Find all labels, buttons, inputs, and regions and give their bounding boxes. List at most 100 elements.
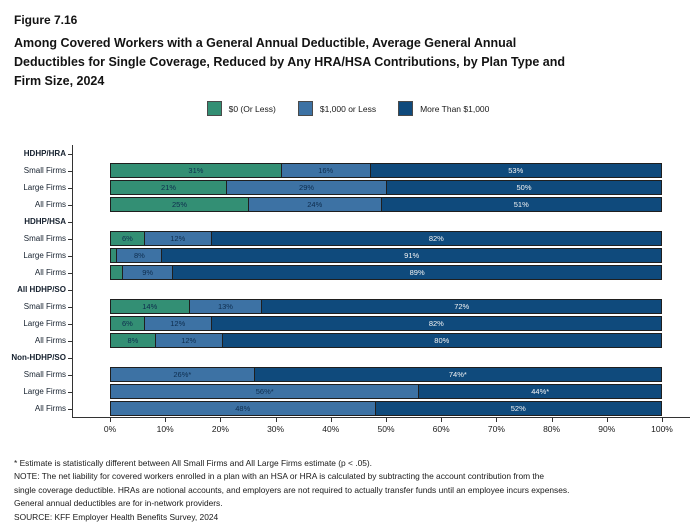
y-tick <box>68 196 72 213</box>
bar-segment: 8% <box>111 334 155 347</box>
bar-value-label: 51% <box>513 200 529 209</box>
legend-swatch <box>206 101 222 116</box>
y-tick-mark <box>68 340 72 342</box>
bar-segment: 31% <box>111 164 281 177</box>
group-label: Non-HDHP/SO <box>11 353 66 362</box>
footnotes: * Estimate is statistically different be… <box>0 436 698 524</box>
bar-value-label: 21% <box>161 183 177 192</box>
group-label: All HDHP/SO <box>17 285 66 294</box>
bar-segment: 72% <box>261 300 661 313</box>
stacked-bar: 6% 12% 82% <box>110 231 662 246</box>
row-label: Large Firms <box>23 251 66 260</box>
legend-label: $0 (Or Less) <box>228 103 276 114</box>
plot-cell: 6% 12% 82% <box>72 315 698 332</box>
y-tick <box>68 366 72 383</box>
legend: $0 (Or Less) $1,000 or Less More Than $1,0… <box>14 100 682 117</box>
x-tick-mark <box>441 418 443 422</box>
bar-value-label: 29% <box>299 183 315 192</box>
x-tick-label: 40% <box>322 424 340 434</box>
bar-value-label: 6% <box>122 319 133 328</box>
y-tick-mark <box>68 323 72 325</box>
bar-value-label: 25% <box>171 200 187 209</box>
chart-header: Figure 7.16 Among Covered Workers with a… <box>0 0 698 117</box>
y-tick-mark <box>68 272 72 274</box>
bar-value-label: 26%* <box>173 370 192 379</box>
x-tick-mark <box>110 418 111 422</box>
y-tick-mark <box>68 255 72 257</box>
bar-segment: 6% <box>111 232 144 245</box>
row-label: Small Firms <box>23 234 66 243</box>
row-label: Small Firms <box>23 370 66 379</box>
bar-segment: 24% <box>248 198 381 211</box>
stacked-bar: 56%* 44%* <box>110 384 662 399</box>
chart-title-line: Among Covered Workers with a General Ann… <box>14 36 517 50</box>
bar-segment: 82% <box>210 317 661 330</box>
bar-segment: 6% <box>111 317 144 330</box>
row-label: Large Firms <box>23 387 66 396</box>
bar-row: Small Firms 14% 13% 72% <box>0 298 698 315</box>
y-tick-mark <box>68 357 72 359</box>
bar-value-label: 6% <box>122 234 133 243</box>
bar-value-label: 50% <box>516 183 532 192</box>
x-tick-label: 30% <box>267 424 285 434</box>
bar-segment: 16% <box>280 164 370 177</box>
group-header-row: Non-HDHP/SO <box>0 349 698 366</box>
x-tick-label: 20% <box>211 424 229 434</box>
y-tick-mark <box>68 170 72 172</box>
bar-value-label: 44%* <box>531 387 550 396</box>
bar-segment: 80% <box>221 334 662 347</box>
bar-value-label: 82% <box>428 319 444 328</box>
bar-value-label: 9% <box>142 268 154 277</box>
bar-value-label: 89% <box>409 268 425 277</box>
stacked-bar: 8% 12% 80% <box>110 333 662 348</box>
y-tick <box>68 349 72 366</box>
y-axis-line <box>72 145 73 417</box>
chart-title-line: Deductibles for Single Coverage, Reduced… <box>14 55 566 69</box>
plot-cell <box>72 281 698 298</box>
y-tick <box>68 298 72 315</box>
bar-value-label: 48% <box>235 404 251 413</box>
y-tick <box>68 179 72 196</box>
bar-segment: 21% <box>111 181 227 194</box>
x-tick-label: 50% <box>377 424 395 434</box>
bar-value-label: 13% <box>217 302 233 311</box>
bar-segment: 12% <box>143 232 211 245</box>
bar-segment: 12% <box>154 334 222 347</box>
y-tick-mark <box>68 221 72 223</box>
plot-cell: 9% 89% <box>72 264 698 281</box>
plot-cell: 8% 91% <box>72 247 698 264</box>
plot-cell: 25% 24% 51% <box>72 196 698 213</box>
plot-cell: 8% 12% 80% <box>72 332 698 349</box>
x-axis: 0% 10% 20% 30% 40% 50% 60% 70% 80% 90% 100% <box>72 417 690 436</box>
y-tick-mark <box>68 391 72 393</box>
x-tick-label: 90% <box>598 424 616 434</box>
chart: HDHP/HRA Small Firms 31% 16% 53% Large Firms 2… <box>0 145 698 436</box>
y-tick-mark <box>68 238 72 240</box>
x-tick-mark <box>551 418 553 422</box>
y-tick <box>68 281 72 298</box>
y-tick <box>68 332 72 349</box>
y-tick <box>68 400 72 417</box>
bar-segment: 56%* <box>111 385 419 398</box>
group-header-row: HDHP/HSA <box>0 213 698 230</box>
plot-area: HDHP/HRA Small Firms 31% 16% 53% Large Firms 2… <box>0 145 698 417</box>
x-tick-label: 10% <box>156 424 174 434</box>
x-tick-label: 70% <box>487 424 505 434</box>
y-tick <box>68 315 72 332</box>
bar-segment <box>111 249 117 262</box>
bar-row: All Firms 25% 24% 51% <box>0 196 698 213</box>
stacked-bar: 31% 16% 53% <box>110 163 662 178</box>
y-tick <box>68 213 72 230</box>
footnote-line: SOURCE: KFF Employer Health Benefits Sur… <box>14 511 219 522</box>
bar-value-label: 12% <box>181 336 197 345</box>
bar-segment: 8% <box>116 249 162 262</box>
row-label: All Firms <box>34 200 66 209</box>
stacked-bar: 21% 29% 50% <box>110 180 662 195</box>
stacked-bar: 8% 91% <box>110 248 662 263</box>
bar-segment: 52% <box>374 402 661 415</box>
x-tick-label: 80% <box>543 424 561 434</box>
plot-cell <box>72 349 698 366</box>
x-tick-mark <box>220 418 222 422</box>
bar-segment: 13% <box>188 300 262 313</box>
bar-row: All Firms 8% 12% 80% <box>0 332 698 349</box>
